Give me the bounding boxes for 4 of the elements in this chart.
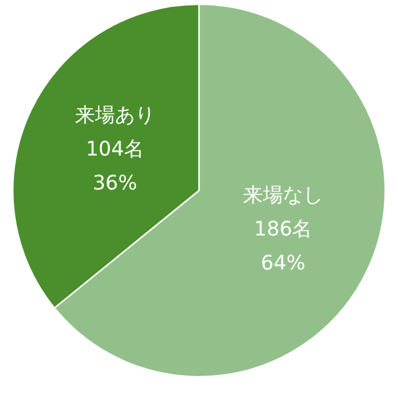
slice-label: 来場あり <box>74 102 155 127</box>
data-label: 104名 36% <box>86 136 144 195</box>
slice-label: 来場なし <box>243 182 324 207</box>
data-label: 186名 64% <box>254 216 312 275</box>
